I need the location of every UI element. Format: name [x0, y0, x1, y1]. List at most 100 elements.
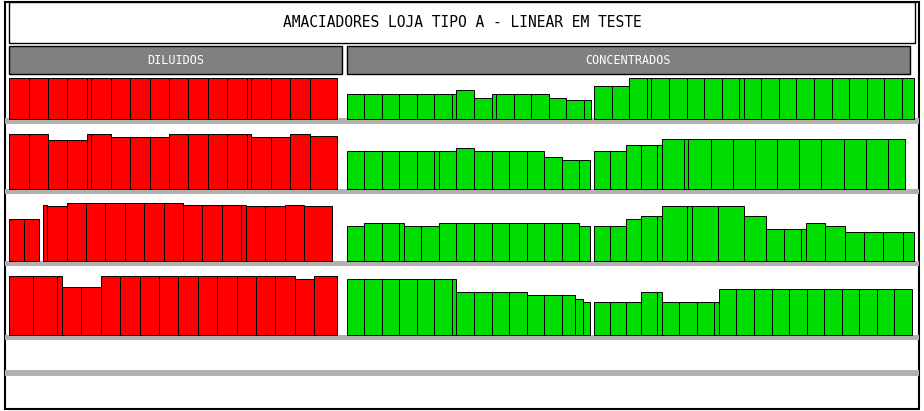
Bar	[452, 279, 456, 335]
Bar	[456, 90, 474, 119]
Bar	[894, 289, 912, 335]
Bar	[531, 94, 549, 119]
Bar	[883, 232, 903, 261]
Bar	[275, 276, 295, 335]
Bar	[766, 229, 784, 261]
Bar	[9, 134, 29, 189]
Bar	[29, 78, 48, 119]
Bar	[527, 222, 544, 261]
Bar	[692, 206, 718, 261]
Bar	[544, 222, 562, 261]
Bar	[247, 134, 251, 189]
Bar	[594, 302, 610, 335]
Bar	[807, 289, 824, 335]
Bar	[346, 279, 364, 335]
Bar	[755, 139, 777, 189]
Bar	[844, 139, 866, 189]
Bar	[669, 78, 687, 119]
Bar	[456, 148, 474, 189]
Bar	[87, 78, 91, 119]
Bar	[140, 276, 159, 335]
Bar	[208, 134, 227, 189]
Bar	[150, 78, 169, 119]
Bar	[434, 151, 439, 189]
Bar	[594, 151, 610, 189]
Bar	[9, 78, 29, 119]
Bar	[474, 222, 492, 261]
Bar	[188, 78, 208, 119]
Bar	[130, 78, 150, 119]
Bar	[382, 151, 399, 189]
Bar	[399, 94, 417, 119]
Bar	[566, 100, 584, 119]
Bar	[903, 232, 914, 261]
Bar	[662, 139, 684, 189]
Bar	[111, 137, 130, 189]
Bar	[290, 134, 310, 189]
Bar	[227, 134, 247, 189]
Bar	[877, 289, 894, 335]
Bar	[739, 78, 744, 119]
Bar	[91, 78, 111, 119]
Bar	[404, 226, 421, 261]
Bar	[164, 203, 183, 261]
Bar	[629, 78, 647, 119]
Bar	[779, 78, 796, 119]
Bar	[544, 296, 562, 335]
Bar	[130, 137, 150, 189]
Bar	[48, 78, 67, 119]
Bar	[33, 276, 57, 335]
Bar	[421, 226, 439, 261]
Bar	[884, 78, 902, 119]
Bar	[744, 216, 766, 261]
Bar	[434, 94, 452, 119]
Bar	[594, 226, 610, 261]
Bar	[183, 205, 202, 261]
Bar	[5, 261, 919, 266]
Bar	[247, 78, 251, 119]
Bar	[679, 302, 697, 335]
Bar	[864, 232, 883, 261]
Bar	[67, 203, 86, 261]
Bar	[9, 2, 915, 43]
Bar	[87, 134, 91, 189]
Bar	[626, 145, 641, 189]
Bar	[866, 139, 888, 189]
Bar	[806, 222, 825, 261]
Bar	[772, 289, 789, 335]
Bar	[62, 287, 81, 335]
Bar	[188, 134, 208, 189]
Bar	[744, 78, 761, 119]
Bar	[57, 276, 62, 335]
Bar	[509, 222, 527, 261]
Bar	[241, 205, 246, 261]
Bar	[859, 289, 877, 335]
Bar	[687, 78, 704, 119]
Bar	[150, 137, 169, 189]
Bar	[5, 189, 919, 194]
Bar	[492, 222, 509, 261]
Bar	[718, 206, 744, 261]
Bar	[120, 276, 140, 335]
Bar	[562, 222, 579, 261]
Bar	[814, 78, 832, 119]
Bar	[105, 203, 125, 261]
Bar	[202, 205, 222, 261]
Bar	[251, 78, 271, 119]
Bar	[527, 151, 544, 189]
Bar	[612, 86, 629, 119]
Bar	[509, 151, 527, 189]
Bar	[821, 139, 844, 189]
Bar	[583, 302, 590, 335]
Bar	[610, 226, 626, 261]
Bar	[251, 137, 271, 189]
Bar	[382, 279, 399, 335]
Text: CONCENTRADOS: CONCENTRADOS	[586, 53, 671, 67]
Bar	[801, 229, 806, 261]
Bar	[159, 276, 178, 335]
Bar	[474, 292, 492, 335]
Bar	[888, 139, 905, 189]
Bar	[902, 78, 914, 119]
Bar	[845, 232, 864, 261]
Bar	[579, 160, 590, 189]
